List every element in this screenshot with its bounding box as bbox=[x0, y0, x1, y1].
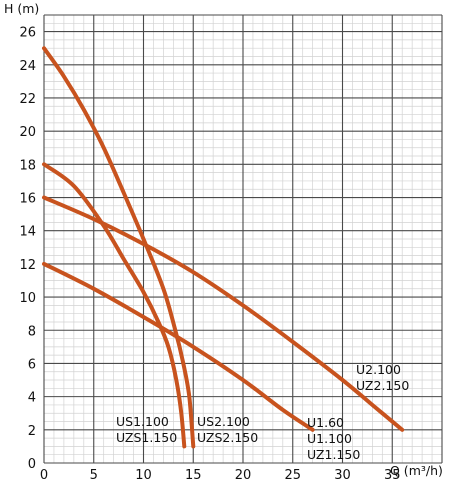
curve-u2-100 bbox=[42, 195, 405, 432]
y-tick-label: 14 bbox=[19, 225, 36, 240]
x-tick-label: 30 bbox=[334, 468, 351, 483]
curve-label: UZ1.150 bbox=[307, 447, 360, 462]
y-tick-label: 26 bbox=[19, 26, 36, 41]
curve-label: UZ2.150 bbox=[356, 378, 409, 393]
y-tick-label: 24 bbox=[19, 59, 36, 74]
x-tick-labels: 0 5 10 15 20 25 30 35 bbox=[40, 468, 401, 483]
pump-curves bbox=[42, 46, 405, 449]
curve-label: U2.100 bbox=[356, 362, 401, 377]
curve-label: U1.60 bbox=[307, 415, 344, 430]
curve-label: U1.100 bbox=[307, 431, 352, 446]
y-tick-label: 16 bbox=[19, 192, 36, 207]
curve-label: US1.100 bbox=[116, 414, 169, 429]
y-tick-label: 4 bbox=[28, 391, 36, 406]
curve-label: US2.100 bbox=[197, 414, 250, 429]
x-tick-label: 35 bbox=[384, 468, 401, 483]
x-tick-label: 0 bbox=[40, 468, 48, 483]
x-axis-label: Q (m³/h) bbox=[390, 463, 443, 478]
y-tick-label: 20 bbox=[19, 125, 36, 140]
x-tick-label: 20 bbox=[235, 468, 252, 483]
y-tick-label: 12 bbox=[19, 258, 36, 273]
y-tick-label: 6 bbox=[28, 357, 36, 372]
y-tick-label: 8 bbox=[28, 324, 36, 339]
y-tick-label: 0 bbox=[28, 457, 36, 472]
x-tick-label: 15 bbox=[185, 468, 202, 483]
curve-us2-100 bbox=[42, 46, 196, 449]
x-tick-label: 10 bbox=[135, 468, 152, 483]
curve-label: UZS2.150 bbox=[197, 430, 258, 445]
y-axis-label: H (m) bbox=[4, 1, 39, 16]
x-tick-label: 5 bbox=[90, 468, 98, 483]
x-tick-label: 25 bbox=[284, 468, 301, 483]
y-tick-label: 22 bbox=[19, 92, 36, 107]
grid bbox=[43, 14, 443, 464]
curve-u1-60 bbox=[42, 261, 315, 432]
curve-us1-100 bbox=[42, 162, 187, 449]
y-tick-label: 2 bbox=[28, 424, 36, 439]
y-tick-label: 10 bbox=[19, 291, 36, 306]
curve-label: UZS1.150 bbox=[116, 430, 177, 445]
y-tick-label: 18 bbox=[19, 158, 36, 173]
